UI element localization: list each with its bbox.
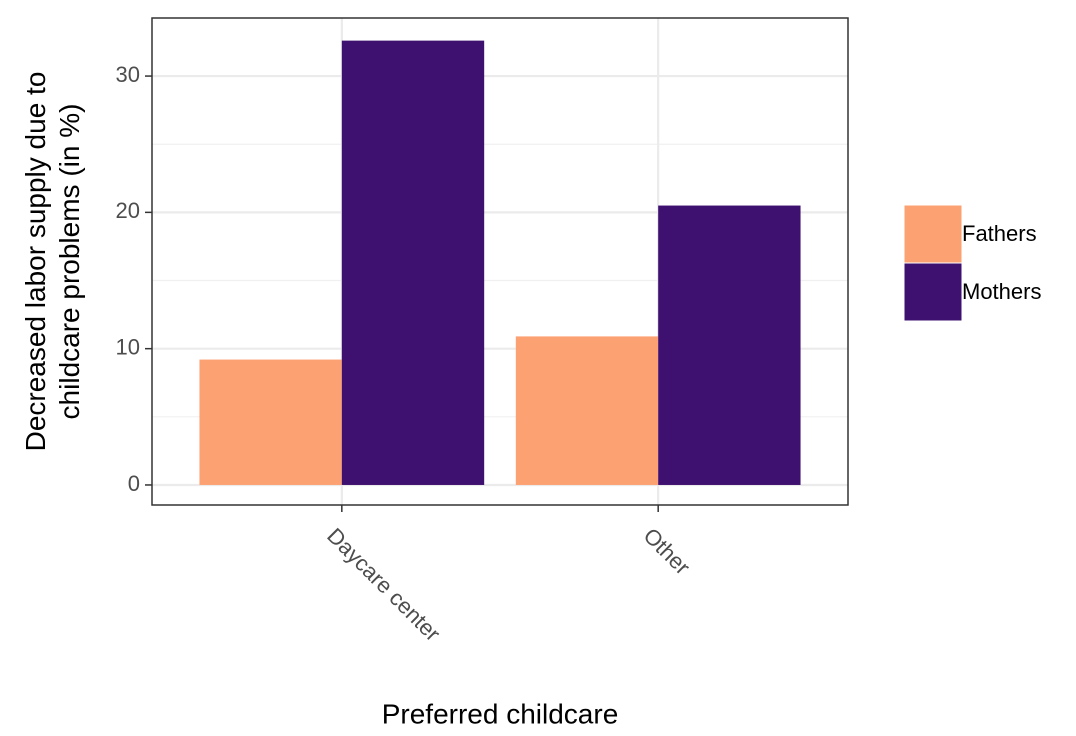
y-tick-label: 10 xyxy=(116,334,140,359)
legend-key xyxy=(903,204,963,264)
bar xyxy=(199,359,342,485)
bar xyxy=(658,205,801,485)
y-axis-title-line: childcare problems (in %) xyxy=(54,104,85,420)
bar xyxy=(341,40,485,485)
bar xyxy=(515,336,659,485)
legend-label: Mothers xyxy=(962,279,1041,304)
legend-label: Fathers xyxy=(962,221,1037,246)
y-axis-title-line: Decreased labor supply due to xyxy=(20,72,51,452)
y-axis-title: Decreased labor supply due to childcare p… xyxy=(20,72,85,452)
panel-border xyxy=(151,17,849,506)
x-axis-title: Preferred childcare xyxy=(382,698,619,729)
legend-key xyxy=(903,262,963,322)
y-tick-label: 0 xyxy=(128,471,140,496)
y-tick-label: 20 xyxy=(116,198,140,223)
y-tick-label: 30 xyxy=(116,62,140,87)
